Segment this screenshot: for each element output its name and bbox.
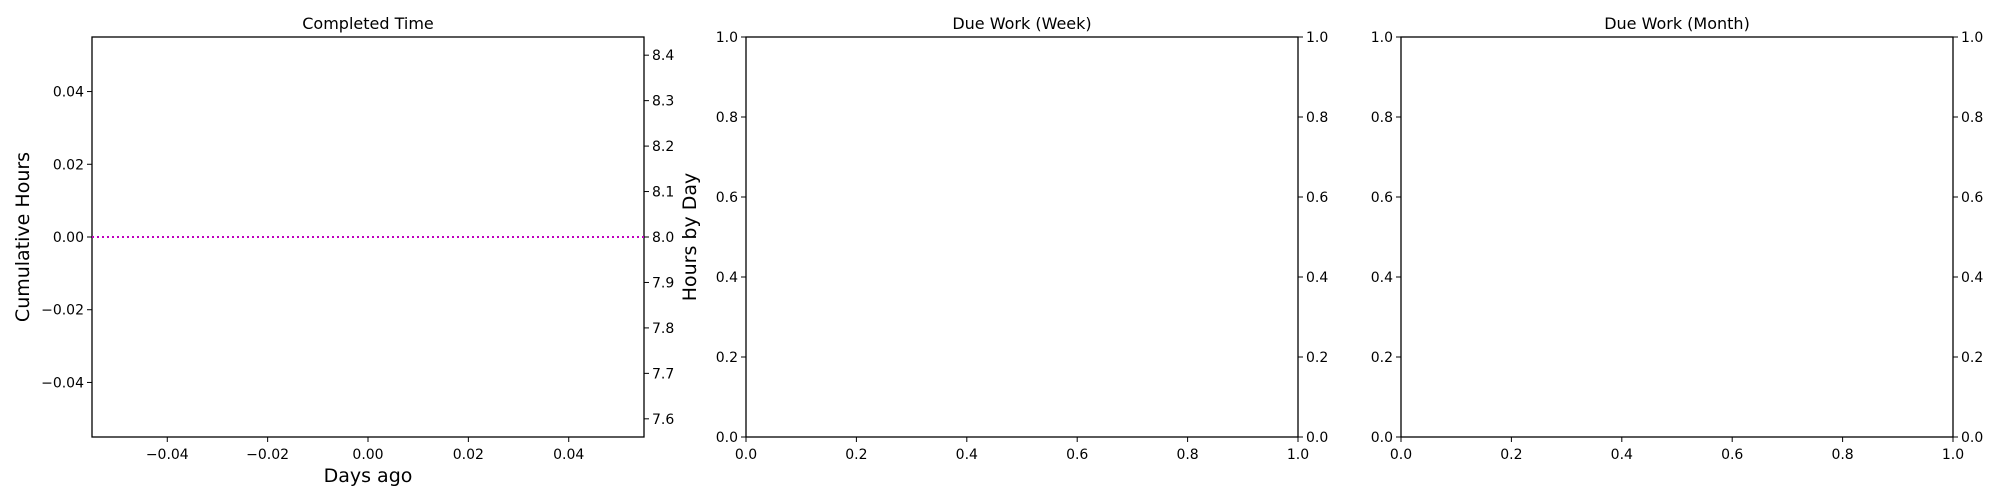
x-tick-label: 0.2 [845,447,867,463]
panel-due-work-week: Due Work (Week)0.0 0.2 0.4 0.6 0.8 1.00.00.20… [716,14,1329,463]
y-tick-label: 1.0 [716,30,738,46]
x-tick-label: 0.00 [352,447,383,463]
y-tick-label: 0.0 [1371,430,1393,446]
plot-frame [1400,36,1954,438]
plot-frame [745,36,1299,438]
chart-title: Completed Time [302,14,434,33]
y-tick-label: 0.8 [716,110,738,126]
y2-tick-label: 0.2 [1306,350,1328,366]
y-tick-label: 0.00 [53,230,84,246]
x-tick-label: 0.6 [1066,447,1088,463]
y2-axis-label: Hours by Day [679,173,701,302]
y-tick-label: 0.2 [716,350,738,366]
x-tick-label: 0.8 [1176,447,1198,463]
chart-title: Due Work (Week) [952,14,1091,33]
chart-title: Due Work (Month) [1604,14,1750,33]
y2-tick-label: 8.3 [652,94,674,110]
y2-tick-label: 7.9 [652,275,674,291]
y2-tick-label: 7.8 [652,321,674,337]
y-tick-label: 0.8 [1371,110,1393,126]
y2-tick-label: 7.6 [652,412,674,428]
y-axis-label: Cumulative Hours [12,152,34,322]
y-tick-label: 0.6 [716,190,738,206]
y-tick-label: 1.0 [1371,30,1393,46]
panel-completed-time: Completed Time −0.04 −0.02 0.00 0.02 0.04 −0.0… [12,14,701,487]
x-tick-label: 0.2 [1500,447,1522,463]
x-tick-label: −0.04 [146,447,189,463]
x-tick-label: 0.0 [1390,447,1412,463]
y2-tick-label: 0.8 [1961,110,1983,126]
x-tick-label: −0.02 [246,447,289,463]
x-tick-label: 1.0 [1942,447,1964,463]
y2-tick-label: 8.1 [652,185,674,201]
x-tick-label: 0.04 [553,447,584,463]
x-tick-label: 0.0 [735,447,757,463]
y-tick-label: 0.02 [53,157,84,173]
y-tick-label: −0.02 [41,303,84,319]
x-tick-label: 0.4 [956,447,978,463]
y-tick-label: 0.6 [1371,190,1393,206]
x-tick-label: 0.6 [1721,447,1743,463]
y-tick-label: 0.4 [1371,270,1393,286]
y2-tick-label: 7.7 [652,366,674,382]
y2-tick-label: 8.2 [652,139,674,155]
y2-tick-label: 0.2 [1961,350,1983,366]
y2-tick-label: 0.8 [1306,110,1328,126]
x-tick-label: 0.4 [1611,447,1633,463]
x-axis-label: Days ago [324,465,413,487]
y-tick-label: 0.4 [716,270,738,286]
y2-tick-label: 1.0 [1961,30,1983,46]
x-tick-label: 1.0 [1287,447,1309,463]
y2-tick-label: 1.0 [1306,30,1328,46]
y-tick-label: 0.04 [53,85,84,101]
y2-tick-label: 0.4 [1306,270,1328,286]
y2-tick-label: 8.0 [652,230,674,246]
y-tick-label: 0.0 [716,430,738,446]
y-tick-label: −0.04 [41,375,84,391]
y2-tick-label: 0.6 [1961,190,1983,206]
y2-tick-label: 0.4 [1961,270,1983,286]
x-tick-label: 0.02 [453,447,484,463]
y-tick-label: 0.2 [1371,350,1393,366]
x-tick-label: 0.8 [1831,447,1853,463]
y2-tick-label: 8.4 [652,48,674,64]
y2-tick-label: 0.6 [1306,190,1328,206]
y2-tick-label: 0.0 [1306,430,1328,446]
y2-tick-label: 0.0 [1961,430,1983,446]
panel-due-work-month: Due Work (Month)0.0 0.2 0.4 0.6 0.8 1.00.00.2… [1371,14,1984,463]
